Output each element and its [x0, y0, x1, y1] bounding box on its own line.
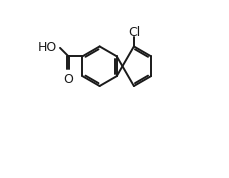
Text: HO: HO [38, 41, 57, 54]
Text: O: O [63, 73, 73, 86]
Text: Cl: Cl [128, 26, 140, 39]
